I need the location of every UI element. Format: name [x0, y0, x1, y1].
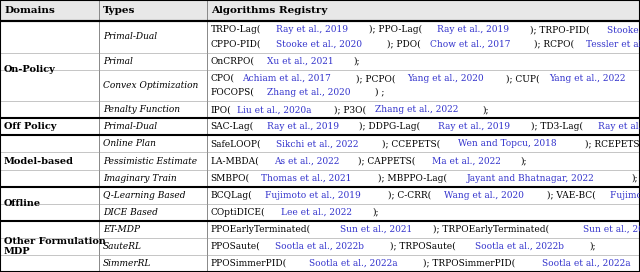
- Text: Lee et al., 2022: Lee et al., 2022: [281, 208, 352, 217]
- Text: Q-Learning Based: Q-Learning Based: [103, 191, 186, 200]
- Text: Chow et al., 2017: Chow et al., 2017: [430, 39, 511, 48]
- Text: ); PCPO(: ); PCPO(: [356, 74, 396, 83]
- Text: Sootla et al., 2022a: Sootla et al., 2022a: [543, 259, 631, 268]
- Text: ET-MDP: ET-MDP: [103, 225, 140, 234]
- Text: Jayant and Bhatnagar, 2022: Jayant and Bhatnagar, 2022: [467, 174, 595, 183]
- Text: ); MBPPO-Lag(: ); MBPPO-Lag(: [378, 174, 447, 183]
- Text: OnCRPO(: OnCRPO(: [211, 57, 255, 66]
- Text: FOCOPS(: FOCOPS(: [211, 88, 255, 97]
- Text: TRPO-Lag(: TRPO-Lag(: [211, 25, 261, 34]
- Text: Sun et al., 2021: Sun et al., 2021: [583, 225, 640, 234]
- Text: Ray et al., 2019: Ray et al., 2019: [437, 25, 509, 34]
- Text: Convex Optimization: Convex Optimization: [103, 81, 198, 90]
- Text: Yang et al., 2020: Yang et al., 2020: [407, 74, 484, 83]
- Text: SAC-Lag(: SAC-Lag(: [211, 122, 254, 131]
- Text: Sootla et al., 2022a: Sootla et al., 2022a: [309, 259, 397, 268]
- Text: );: );: [521, 156, 527, 166]
- Text: Primal: Primal: [103, 57, 133, 66]
- Text: ); TRPOEarlyTerminated(: ); TRPOEarlyTerminated(: [433, 225, 549, 234]
- Text: ); TRPO-PID(: ); TRPO-PID(: [530, 25, 589, 34]
- Text: Imaginary Train: Imaginary Train: [103, 174, 177, 183]
- Text: ); TRPOSimmerPID(: ); TRPOSimmerPID(: [424, 259, 516, 268]
- Text: Penalty Function: Penalty Function: [103, 105, 180, 114]
- Text: Liu et al., 2020a: Liu et al., 2020a: [237, 105, 312, 114]
- Text: ); PPO-Lag(: ); PPO-Lag(: [369, 25, 422, 34]
- Text: On-Policy: On-Policy: [4, 65, 56, 74]
- Text: Ray et al., 2019: Ray et al., 2019: [598, 122, 640, 131]
- Text: Primal-Dual: Primal-Dual: [103, 32, 157, 41]
- Text: Online Plan: Online Plan: [103, 140, 156, 149]
- Text: SimmerRL: SimmerRL: [103, 259, 152, 268]
- Text: Sikchi et al., 2022: Sikchi et al., 2022: [276, 140, 358, 149]
- Text: SMBPO(: SMBPO(: [211, 174, 250, 183]
- Text: Fujimoto et al., 2019: Fujimoto et al., 2019: [610, 191, 640, 200]
- Text: Domains: Domains: [4, 6, 55, 15]
- Text: Off Policy: Off Policy: [4, 122, 56, 131]
- Text: SafeLOOP(: SafeLOOP(: [211, 140, 261, 149]
- Text: );: );: [353, 57, 360, 66]
- Text: Tessler et al., 2018: Tessler et al., 2018: [586, 39, 640, 48]
- Text: Achiam et al., 2017: Achiam et al., 2017: [242, 74, 331, 83]
- Text: Yang et al., 2022: Yang et al., 2022: [550, 74, 626, 83]
- Text: Thomas et al., 2021: Thomas et al., 2021: [261, 174, 351, 183]
- Text: Sootla et al., 2022b: Sootla et al., 2022b: [475, 242, 564, 251]
- Text: Sun et al., 2021: Sun et al., 2021: [340, 225, 412, 234]
- Text: ); CCEPETS(: ); CCEPETS(: [383, 140, 441, 149]
- Text: ); DDPG-Lag(: ); DDPG-Lag(: [360, 122, 420, 131]
- Text: ); TD3-Lag(: ); TD3-Lag(: [531, 122, 583, 131]
- Text: ); PDO(: ); PDO(: [387, 39, 420, 48]
- Text: PPOSaute(: PPOSaute(: [211, 242, 260, 251]
- Text: ); RCPO(: ); RCPO(: [534, 39, 574, 48]
- Text: ); C-CRR(: ); C-CRR(: [388, 191, 431, 200]
- Text: COptiDICE(: COptiDICE(: [211, 208, 266, 217]
- Text: SauteRL: SauteRL: [103, 242, 142, 251]
- Text: IPO(: IPO(: [211, 105, 232, 114]
- Text: Xu et al., 2021: Xu et al., 2021: [268, 57, 334, 66]
- Text: Primal-Dual: Primal-Dual: [103, 122, 157, 131]
- Text: BCQLag(: BCQLag(: [211, 191, 252, 200]
- Text: Stooke et al., 2020: Stooke et al., 2020: [276, 39, 362, 48]
- Text: CPO(: CPO(: [211, 74, 235, 83]
- Text: Wang et al., 2020: Wang et al., 2020: [444, 191, 524, 200]
- Text: ); TRPOSaute(: ); TRPOSaute(: [390, 242, 456, 251]
- Bar: [0, 0, 640, 21]
- Text: PPOEarlyTerminated(: PPOEarlyTerminated(: [211, 225, 311, 234]
- Text: Ma et al., 2022: Ma et al., 2022: [432, 156, 501, 166]
- Text: DICE Based: DICE Based: [103, 208, 158, 217]
- Text: Zhang et al., 2022: Zhang et al., 2022: [375, 105, 458, 114]
- Text: );: );: [589, 242, 596, 251]
- Text: Ray et al., 2019: Ray et al., 2019: [276, 25, 348, 34]
- Text: Ray et al., 2019: Ray et al., 2019: [438, 122, 510, 131]
- Text: ) ;: ) ;: [375, 88, 385, 97]
- Text: CPPO-PID(: CPPO-PID(: [211, 39, 261, 48]
- Text: Fujimoto et al., 2019: Fujimoto et al., 2019: [264, 191, 360, 200]
- Text: Algorithms Registry: Algorithms Registry: [211, 6, 327, 15]
- Text: ); RCEPETS(: ); RCEPETS(: [585, 140, 640, 149]
- Text: ); P3O(: ); P3O(: [333, 105, 365, 114]
- Text: Ray et al., 2019: Ray et al., 2019: [266, 122, 339, 131]
- Text: ); CAPPETS(: ); CAPPETS(: [358, 156, 415, 166]
- Text: Wen and Topcu, 2018: Wen and Topcu, 2018: [458, 140, 556, 149]
- Text: Stooke et al., 2020: Stooke et al., 2020: [607, 25, 640, 34]
- Text: );: );: [632, 174, 638, 183]
- Text: Pessimistic Estimate: Pessimistic Estimate: [103, 156, 197, 166]
- Text: Types: Types: [103, 6, 136, 15]
- Text: ); CUP(: ); CUP(: [506, 74, 540, 83]
- Text: LA-MBDA(: LA-MBDA(: [211, 156, 259, 166]
- Text: );: );: [483, 105, 489, 114]
- Text: PPOSimmerPID(: PPOSimmerPID(: [211, 259, 287, 268]
- Text: Zhang et al., 2020: Zhang et al., 2020: [268, 88, 351, 97]
- Text: ); VAE-BC(: ); VAE-BC(: [547, 191, 596, 200]
- Text: Sootla et al., 2022b: Sootla et al., 2022b: [275, 242, 364, 251]
- Text: As et al., 2022: As et al., 2022: [274, 156, 339, 166]
- Text: Other Formulation
MDP: Other Formulation MDP: [4, 237, 106, 256]
- Text: Offline: Offline: [4, 199, 41, 208]
- Text: Model-based: Model-based: [4, 156, 74, 166]
- Text: );: );: [373, 208, 380, 217]
